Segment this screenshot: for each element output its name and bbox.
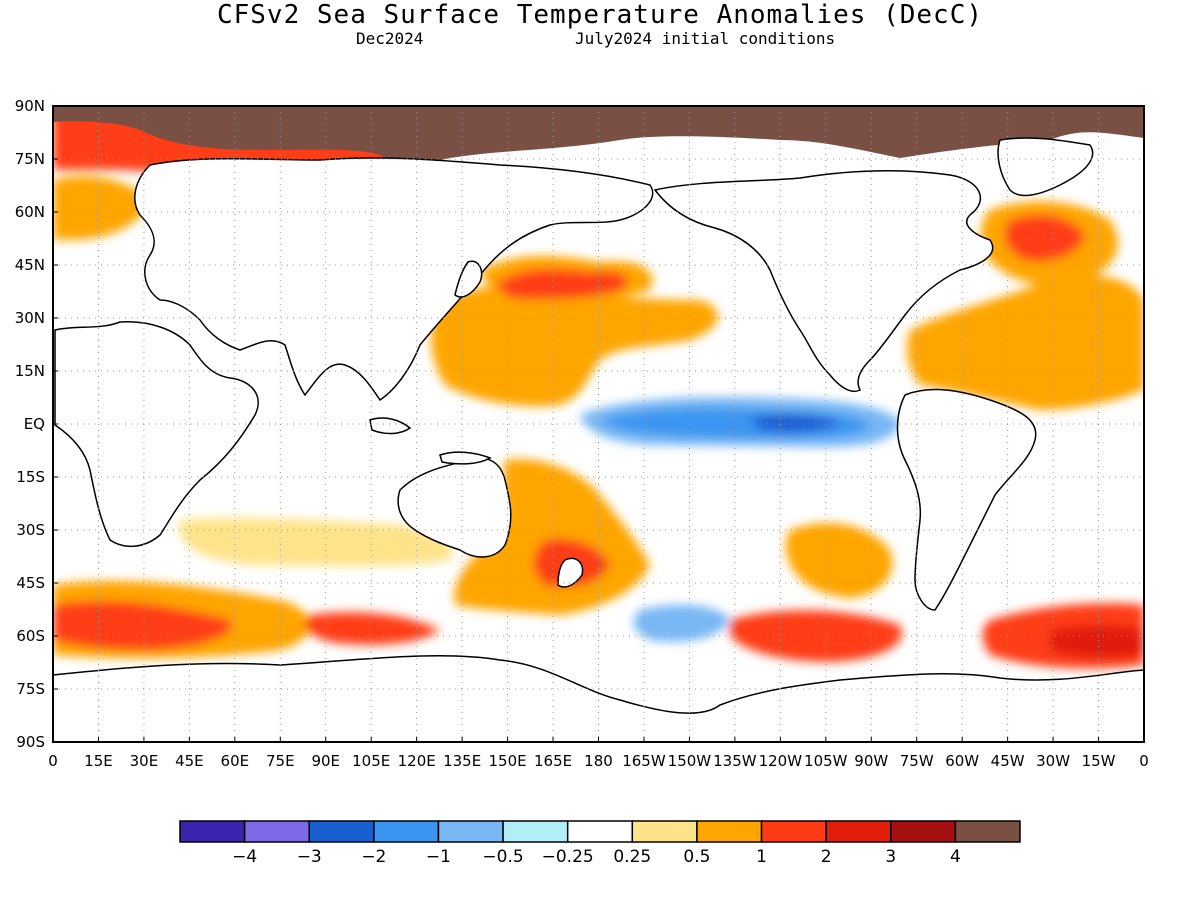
anomaly-field <box>53 110 1144 669</box>
lat-tick-label: EQ <box>24 415 45 433</box>
lat-tick-label: 15N <box>15 362 45 380</box>
colorbar-swatch <box>437 820 504 843</box>
lat-tick-label: 30N <box>15 309 45 327</box>
colorbar-label: −4 <box>232 847 257 867</box>
colorbar-swatch <box>631 820 698 843</box>
colorbar-label: 0.25 <box>613 847 651 867</box>
lat-tick-label: 15S <box>16 468 45 486</box>
lon-tick-label: 45E <box>175 752 204 770</box>
latitude-axis: 90N 75N 60N 45N 30N 15N EQ 15S 30S 45S 60S 75S 90S <box>15 97 58 751</box>
longitude-axis: 0 15E 30E 45E 60E 75E 90E 105E 120E 135E 150E 165E 1… <box>48 737 1149 770</box>
lon-tick-label: 180 <box>584 752 613 770</box>
lat-tick-label: 45S <box>16 574 45 592</box>
lon-tick-label: 135E <box>443 752 481 770</box>
lon-tick-label: 150E <box>489 752 527 770</box>
lon-tick-label: 120E <box>398 752 436 770</box>
lon-tick-label: 45W <box>991 752 1025 770</box>
lat-tick-label: 90S <box>16 733 45 751</box>
colorbar-swatch <box>179 820 246 843</box>
forecast-month: Dec2024 <box>356 29 424 48</box>
colorbar-swatch <box>825 820 892 843</box>
colorbar-label: 2 <box>821 847 832 867</box>
colorbar-swatch <box>890 820 957 843</box>
lat-tick-label: 90N <box>15 97 45 115</box>
lon-tick-label: 75E <box>266 752 295 770</box>
land-masses <box>53 137 1144 742</box>
lon-tick-label: 165W <box>622 752 666 770</box>
lon-tick-label: 0 <box>48 752 58 770</box>
lon-tick-label: 0 <box>1139 752 1149 770</box>
colorbar-swatch <box>696 820 763 843</box>
lat-tick-label: 75N <box>15 150 45 168</box>
lat-tick-label: 30S <box>16 521 45 539</box>
lon-tick-label: 120W <box>759 752 803 770</box>
colorbar-label: 1 <box>756 847 767 867</box>
colorbar-swatch <box>502 820 569 843</box>
lon-tick-label: 135W <box>713 752 757 770</box>
lon-tick-label: 105E <box>352 752 390 770</box>
colorbar-label: −2 <box>361 847 386 867</box>
lon-tick-label: 15E <box>84 752 113 770</box>
colorbar: −4 −3 −2 −1 −0.5 −0.25 0.25 0.5 1 2 3 4 <box>179 820 1021 867</box>
lon-tick-label: 90W <box>854 752 888 770</box>
lon-tick-label: 15W <box>1082 752 1116 770</box>
lon-tick-label: 165E <box>534 752 572 770</box>
colorbar-swatch <box>760 820 827 843</box>
colorbar-swatch <box>954 820 1021 843</box>
lon-tick-label: 90E <box>311 752 340 770</box>
colorbar-label: −0.5 <box>482 847 523 867</box>
colorbar-label: 3 <box>885 847 896 867</box>
lon-tick-label: 60E <box>221 752 250 770</box>
lon-tick-label: 150W <box>668 752 712 770</box>
colorbar-label: −0.25 <box>542 847 594 867</box>
colorbar-swatch <box>566 820 634 843</box>
colorbar-label: −3 <box>297 847 322 867</box>
lon-tick-label: 60W <box>945 752 979 770</box>
lon-tick-label: 75W <box>900 752 934 770</box>
initial-conditions: July2024 initial conditions <box>575 29 836 48</box>
lon-tick-label: 30E <box>130 752 159 770</box>
lat-tick-label: 75S <box>16 680 45 698</box>
lat-tick-label: 60S <box>16 627 45 645</box>
map-title: CFSv2 Sea Surface Temperature Anomalies … <box>216 0 984 30</box>
colorbar-swatch <box>308 820 375 843</box>
colorbar-label: 4 <box>950 847 961 867</box>
lon-tick-label: 105W <box>804 752 848 770</box>
lat-tick-label: 60N <box>15 203 45 221</box>
colorbar-swatch <box>373 820 440 843</box>
colorbar-label: 0.5 <box>683 847 710 867</box>
lon-tick-label: 30W <box>1036 752 1070 770</box>
colorbar-label: −1 <box>426 847 451 867</box>
colorbar-swatch <box>243 820 310 843</box>
map-plot-area <box>53 106 1144 742</box>
lat-tick-label: 45N <box>15 256 45 274</box>
